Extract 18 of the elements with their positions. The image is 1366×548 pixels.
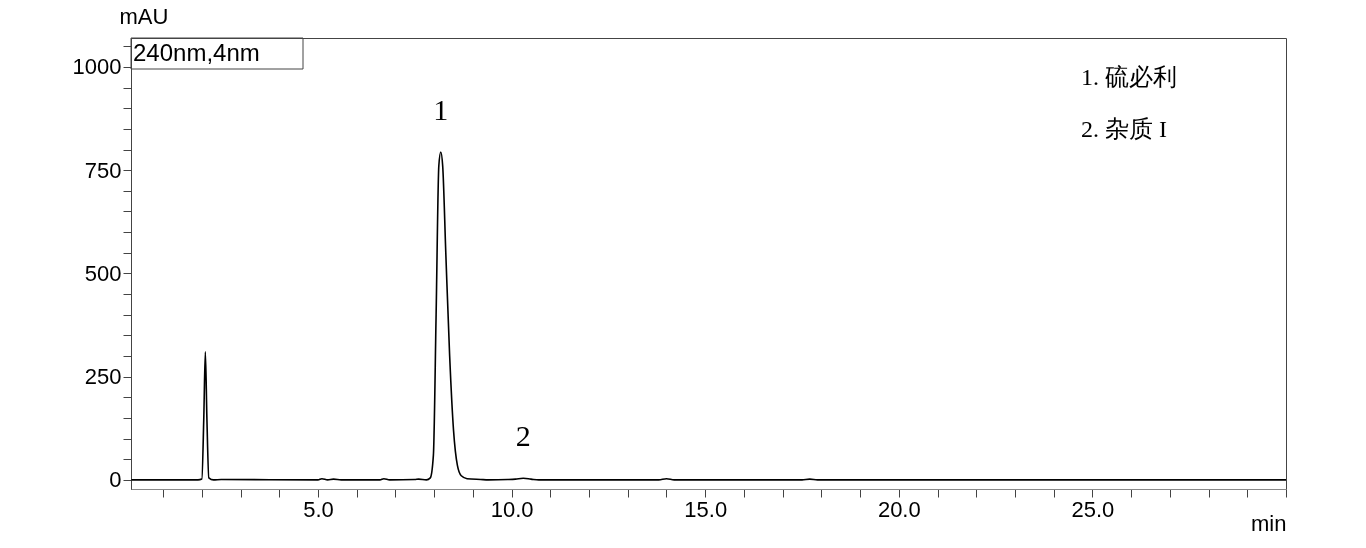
x-tick-label: 20.0 <box>877 496 921 522</box>
x-axis-title: min <box>1251 510 1287 536</box>
y-tick-label: 1000 <box>72 54 122 80</box>
y-axis-title: mAU <box>119 3 169 29</box>
annotation: 2. 杂质 I <box>1081 116 1167 142</box>
annotation: 240nm,4nm <box>133 39 260 66</box>
x-tick-label: 15.0 <box>684 496 728 522</box>
x-tick-label: 25.0 <box>1071 496 1115 522</box>
line-series <box>130 151 1287 481</box>
annotation: 2 <box>515 419 531 453</box>
annotation: 1 <box>433 92 449 126</box>
y-tick-label: 0 <box>109 467 122 493</box>
x-tick-label: 10.0 <box>490 496 534 522</box>
y-tick-label: 500 <box>84 260 122 286</box>
y-tick-label: 250 <box>84 364 122 390</box>
x-tick-label: 5.0 <box>303 496 334 522</box>
y-tick-label: 750 <box>84 157 122 183</box>
annotation: 1. 硫必利 <box>1081 64 1177 90</box>
